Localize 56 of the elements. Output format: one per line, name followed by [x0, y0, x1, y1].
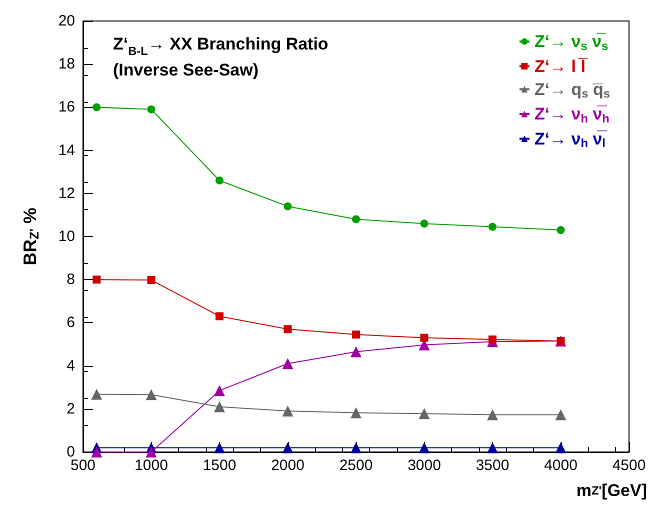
y-tick-label: 16 [58, 98, 75, 116]
x-tick-label: 2500 [339, 457, 373, 474]
point [147, 105, 156, 114]
point [350, 442, 362, 454]
y-tick-label: 8 [66, 271, 75, 288]
x-tick-label: 3500 [476, 457, 510, 474]
point [418, 408, 430, 420]
point [284, 325, 292, 334]
y-tick-label: 20 [58, 12, 75, 30]
point [216, 312, 224, 320]
point [282, 442, 294, 454]
x-tick-label: 1500 [202, 457, 236, 474]
point [488, 222, 496, 231]
point [487, 442, 498, 454]
point [420, 220, 428, 228]
x-tick-label: 4000 [544, 457, 578, 474]
point [555, 442, 566, 454]
point [350, 407, 362, 418]
point [556, 226, 565, 234]
x-tick-label: 1000 [134, 457, 168, 474]
y-tick-label: 12 [58, 184, 75, 202]
point [350, 346, 362, 358]
point [147, 276, 156, 284]
y-tick-label: 10 [58, 228, 75, 245]
point [420, 334, 428, 342]
point [487, 409, 498, 420]
text: (Inverse See-Saw) [113, 60, 259, 80]
y-tick-label: 2 [66, 400, 75, 418]
x-tick-label: 2000 [271, 457, 304, 474]
point [92, 276, 101, 284]
x-axis-title: mZ'[GeV] [576, 481, 648, 500]
legend-label: Z‘→ l l̅ [534, 56, 588, 76]
point [146, 446, 157, 458]
point [282, 406, 294, 417]
point [214, 442, 225, 454]
point [555, 409, 566, 420]
y-tick-label: 6 [66, 314, 75, 332]
y-axis-title: BRZ' % [20, 208, 42, 266]
point [352, 330, 360, 339]
y-tick-label: 4 [66, 357, 75, 374]
x-tick-label: 3000 [408, 457, 441, 474]
point [284, 202, 292, 210]
point [488, 336, 496, 344]
point [146, 389, 157, 400]
y-tick-label: 14 [58, 142, 75, 159]
point [214, 385, 225, 396]
point [216, 176, 224, 184]
point [282, 358, 294, 370]
point [91, 446, 102, 458]
point [214, 401, 225, 412]
point [91, 388, 102, 400]
point [92, 103, 101, 112]
point [418, 442, 430, 454]
x-tick-label: 4500 [612, 457, 646, 474]
y-tick-label: 18 [58, 56, 75, 73]
point [352, 215, 360, 224]
